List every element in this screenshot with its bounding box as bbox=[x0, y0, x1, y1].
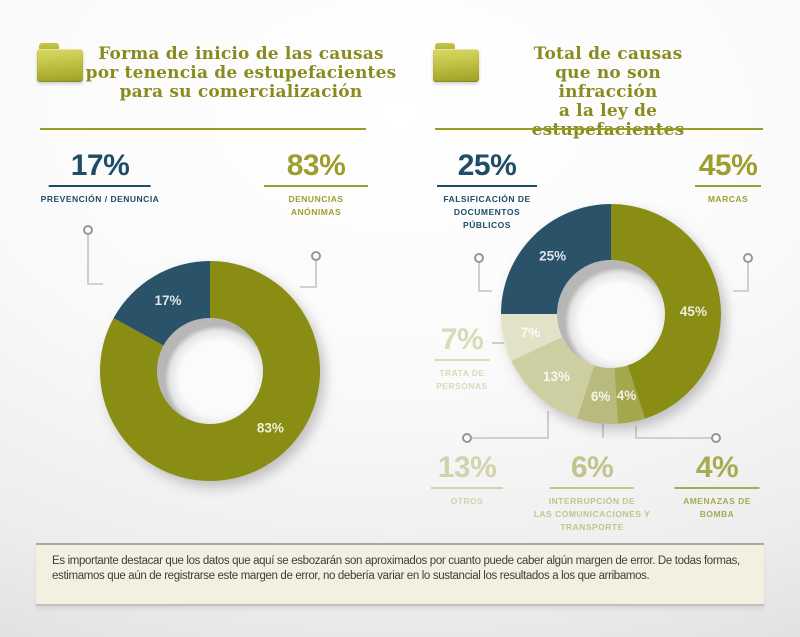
callout-label: MARCAS bbox=[707, 194, 749, 204]
callout-underline bbox=[437, 185, 537, 187]
folder-icon bbox=[37, 42, 83, 83]
disclaimer-box: Es importante destacar que los datos que… bbox=[36, 543, 764, 606]
callout-underline bbox=[431, 487, 503, 489]
callout-trata-de-personas: 7% TRATA DE PERSONAS bbox=[434, 323, 490, 393]
callout-percent: 6% bbox=[570, 451, 614, 484]
callout-marcas: 45% MARCAS bbox=[695, 150, 761, 206]
left-header-rule bbox=[40, 128, 366, 130]
callout-underline bbox=[695, 185, 761, 187]
callout-underline bbox=[264, 185, 368, 187]
callout-label: PREVENCIÓN / DENUNCIA bbox=[40, 194, 160, 204]
connector-line bbox=[478, 262, 492, 292]
connector-dot bbox=[743, 253, 753, 263]
callout-percent: 4% bbox=[695, 451, 739, 484]
connector-line bbox=[733, 262, 749, 292]
callout-falsificacion-documentos: 25% FALSIFICACIÓN DE DOCUMENTOS PÚBLICOS bbox=[437, 150, 537, 232]
folder-icon bbox=[433, 42, 479, 83]
connector-dot bbox=[474, 253, 484, 263]
callout-underline bbox=[674, 487, 760, 489]
connector-line bbox=[635, 426, 712, 439]
callout-percent: 17% bbox=[70, 149, 130, 182]
connector-line bbox=[471, 411, 549, 439]
left-chart-title: Forma de inicio de las causas por tenenc… bbox=[85, 44, 397, 102]
connector-dot bbox=[83, 225, 93, 235]
callout-label: OTROS bbox=[450, 496, 484, 506]
disclaimer-text: Es importante destacar que los datos que… bbox=[52, 555, 740, 582]
slice-label: 4% bbox=[617, 388, 637, 403]
right-header-rule bbox=[435, 128, 763, 130]
right-chart-title: Total de causas que no son infracción a … bbox=[531, 44, 685, 140]
callout-label: INTERRUPCIÓN DE LAS COMUNICACIONES Y TRA… bbox=[533, 496, 651, 532]
callout-percent: 25% bbox=[457, 149, 517, 182]
callout-underline bbox=[434, 359, 490, 361]
callout-label: AMENAZAS DE BOMBA bbox=[683, 496, 751, 519]
callout-percent: 13% bbox=[437, 451, 497, 484]
callout-label: TRATA DE PERSONAS bbox=[436, 368, 488, 391]
connector-dot bbox=[711, 433, 721, 443]
callout-otros: 13% OTROS bbox=[431, 452, 503, 508]
callout-interrupcion-comunicaciones: 6% INTERRUPCIÓN DE LAS COMUNICACIONES Y … bbox=[534, 452, 651, 534]
connector-dot bbox=[462, 433, 472, 443]
connector-line bbox=[87, 234, 103, 285]
callout-denuncias-anonimas: 83% DENUNCIAS ANÓNIMAS bbox=[264, 150, 368, 219]
slice-label: 45% bbox=[680, 304, 707, 319]
slice-label: 7% bbox=[521, 325, 541, 340]
slice-label: 6% bbox=[591, 389, 611, 404]
callout-underline bbox=[549, 487, 634, 489]
callout-underline bbox=[49, 185, 151, 187]
slice-label: 13% bbox=[543, 369, 570, 384]
callout-label: DENUNCIAS ANÓNIMAS bbox=[288, 194, 344, 217]
donut-hole-shadow bbox=[557, 260, 665, 368]
folder-body bbox=[433, 49, 479, 82]
connector-dot bbox=[311, 251, 321, 261]
donut-chart-forma-de-inicio: 83% 17% bbox=[100, 261, 321, 481]
donut-hole-shadow bbox=[157, 318, 263, 424]
callout-percent: 83% bbox=[286, 149, 346, 182]
connector-line bbox=[300, 260, 317, 288]
donut-slice-45pct bbox=[611, 204, 721, 419]
donut-chart-total-de-causas: 45% 4% 6% 13% 7% 25% bbox=[501, 204, 721, 424]
callout-label: FALSIFICACIÓN DE DOCUMENTOS PÚBLICOS bbox=[443, 194, 531, 230]
callout-percent: 7% bbox=[440, 323, 484, 356]
callout-amenazas-de-bomba: 4% AMENAZAS DE BOMBA bbox=[674, 451, 760, 521]
slice-label: 17% bbox=[154, 293, 181, 308]
callout-percent: 45% bbox=[698, 149, 758, 182]
callout-prevencion-denuncia: 17% PREVENCIÓN / DENUNCIA bbox=[41, 150, 160, 206]
folder-tab bbox=[435, 43, 455, 54]
slice-label: 25% bbox=[539, 249, 566, 264]
folder-body bbox=[37, 49, 83, 82]
slice-label: 83% bbox=[257, 420, 284, 435]
folder-tab bbox=[39, 43, 59, 54]
